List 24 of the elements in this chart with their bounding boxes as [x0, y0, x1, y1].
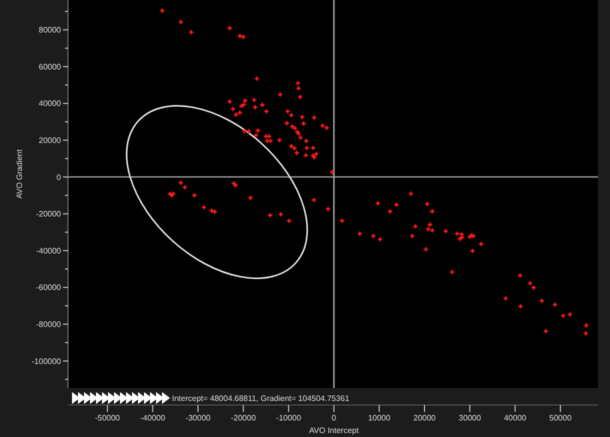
text: Intercept= 48004.68811, Gradient= 104504.75361 — [172, 394, 350, 403]
y-tick-label: -100000 — [32, 356, 62, 366]
y-tick-label: 80000 — [38, 26, 62, 35]
y-tick-label: -60000 — [36, 283, 62, 292]
x-tick-label: 10000 — [368, 414, 391, 423]
x-tick-label: -30000 — [186, 414, 212, 423]
x-axis-title: AVO Intercept — [309, 426, 360, 435]
x-tick-label: -40000 — [140, 414, 166, 423]
x-tick-label: -10000 — [276, 414, 302, 423]
y-axis-title: AVO Gradient — [15, 148, 24, 199]
y-tick-label: -80000 — [36, 320, 62, 329]
y-tick-label: -20000 — [36, 210, 62, 219]
x-tick-label: 40000 — [504, 414, 527, 423]
y-tick-label: 60000 — [38, 62, 62, 72]
x-tick-label: -50000 — [94, 414, 120, 423]
x-tick-label: 50000 — [549, 414, 572, 423]
x-tick-label: 0 — [332, 414, 337, 423]
y-tick-label: 0 — [56, 172, 62, 182]
y-tick-label: 40000 — [38, 99, 62, 108]
x-tick-label: 30000 — [458, 414, 482, 423]
x-tick-label: 20000 — [413, 414, 436, 423]
y-tick-label: -40000 — [36, 246, 62, 256]
y-tick-label: 20000 — [38, 136, 62, 145]
x-tick-label: -20000 — [230, 414, 256, 423]
